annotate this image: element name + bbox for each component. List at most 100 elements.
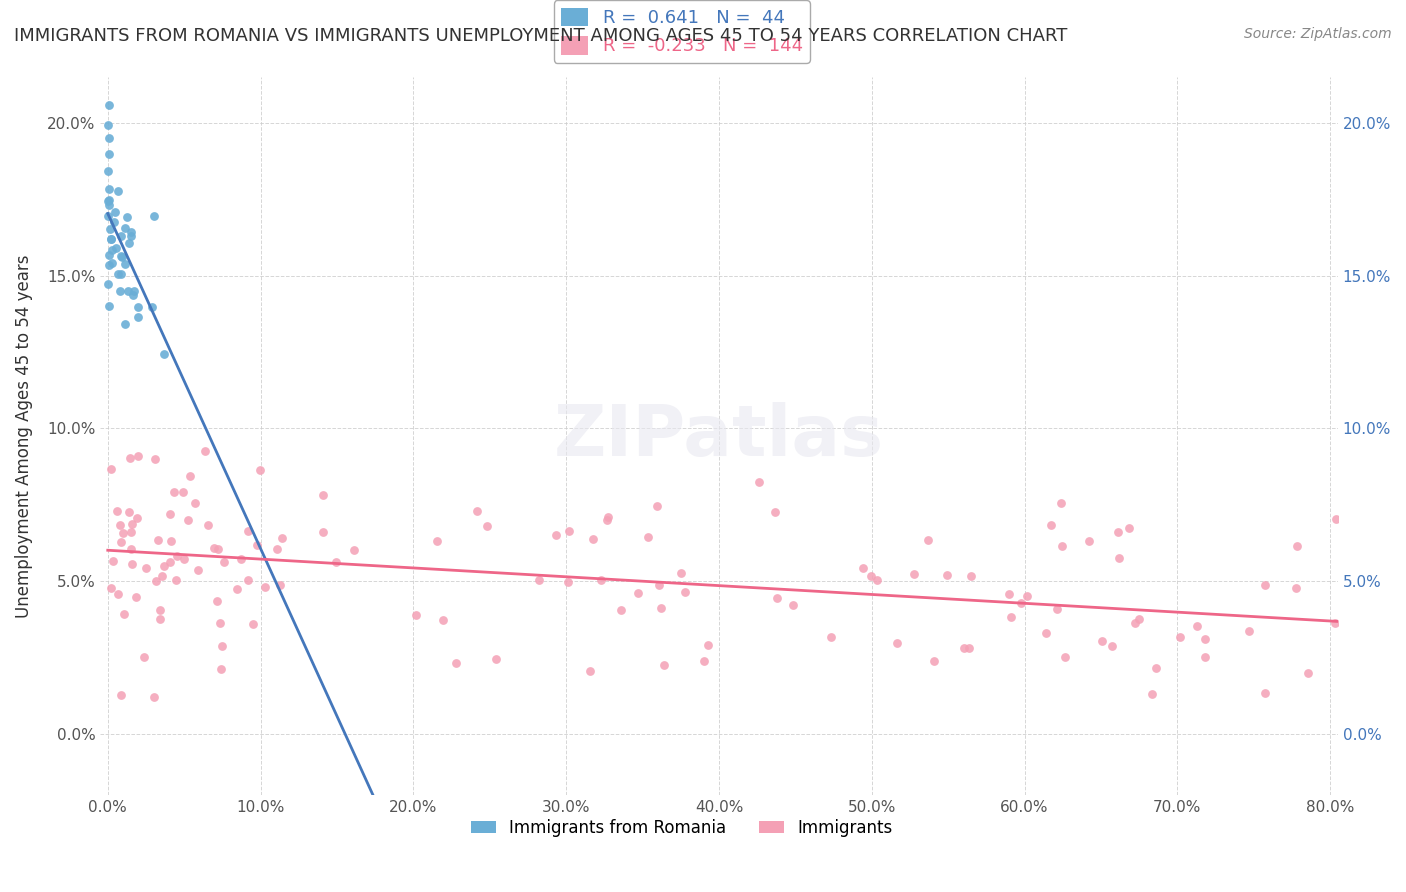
- Point: [97, 209, 120, 223]
- Point: [211, 639, 233, 653]
- Point: [696, 639, 718, 653]
- Point: [1347, 618, 1369, 632]
- Point: [197, 517, 219, 532]
- Point: [343, 542, 366, 557]
- Point: [886, 636, 908, 650]
- Point: [110, 284, 132, 298]
- Point: [1365, 676, 1388, 690]
- Point: [1254, 577, 1277, 591]
- Point: [637, 530, 659, 544]
- Point: [120, 225, 142, 239]
- Point: [1046, 602, 1069, 616]
- Point: [105, 241, 128, 255]
- Point: [1144, 661, 1167, 675]
- Point: [648, 577, 671, 591]
- Point: [127, 310, 149, 324]
- Point: [110, 689, 132, 703]
- Point: [120, 542, 142, 557]
- Point: [104, 205, 127, 219]
- Text: ZIPatlas: ZIPatlas: [554, 401, 884, 471]
- Point: [645, 500, 668, 514]
- Point: [141, 300, 163, 314]
- Point: [1324, 512, 1347, 526]
- Point: [145, 574, 167, 588]
- Point: [936, 567, 959, 582]
- Point: [107, 185, 129, 199]
- Point: [1168, 630, 1191, 644]
- Point: [100, 232, 122, 246]
- Point: [598, 509, 620, 524]
- Point: [669, 566, 692, 581]
- Point: [98, 131, 121, 145]
- Point: [236, 574, 259, 588]
- Point: [311, 525, 333, 540]
- Point: [98, 193, 121, 207]
- Point: [110, 249, 132, 263]
- Point: [101, 255, 124, 269]
- Point: [148, 603, 170, 617]
- Point: [1285, 582, 1308, 596]
- Point: [127, 449, 149, 463]
- Point: [444, 656, 467, 670]
- Point: [254, 581, 277, 595]
- Point: [142, 209, 165, 223]
- Point: [172, 485, 194, 500]
- Point: [544, 527, 567, 541]
- Point: [209, 616, 232, 631]
- Point: [1078, 534, 1101, 549]
- Point: [529, 573, 551, 587]
- Point: [765, 591, 787, 605]
- Point: [405, 607, 427, 622]
- Point: [236, 524, 259, 538]
- Point: [1108, 550, 1130, 565]
- Point: [98, 98, 121, 112]
- Point: [110, 535, 132, 549]
- Point: [269, 578, 291, 592]
- Point: [312, 488, 335, 502]
- Point: [1194, 650, 1216, 665]
- Point: [98, 146, 121, 161]
- Point: [125, 511, 148, 525]
- Point: [202, 541, 225, 555]
- Point: [1194, 632, 1216, 646]
- Point: [271, 531, 294, 545]
- Point: [1035, 626, 1057, 640]
- Point: [114, 317, 136, 331]
- Point: [1107, 524, 1129, 539]
- Point: [173, 552, 195, 566]
- Point: [1323, 615, 1346, 630]
- Point: [917, 533, 939, 547]
- Point: [165, 573, 187, 587]
- Point: [98, 299, 121, 313]
- Point: [673, 585, 696, 599]
- Point: [627, 586, 650, 600]
- Point: [852, 561, 875, 575]
- Point: [97, 277, 120, 291]
- Point: [134, 649, 156, 664]
- Point: [1050, 495, 1073, 509]
- Point: [120, 524, 142, 539]
- Point: [1040, 517, 1063, 532]
- Text: IMMIGRANTS FROM ROMANIA VS IMMIGRANTS UNEMPLOYMENT AMONG AGES 45 TO 54 YEARS COR: IMMIGRANTS FROM ROMANIA VS IMMIGRANTS UN…: [14, 27, 1067, 45]
- Point: [1140, 687, 1163, 701]
- Point: [122, 288, 145, 302]
- Point: [432, 613, 454, 627]
- Point: [120, 450, 142, 465]
- Point: [903, 567, 925, 582]
- Point: [748, 475, 770, 489]
- Point: [149, 612, 172, 626]
- Point: [231, 551, 253, 566]
- Point: [142, 690, 165, 704]
- Point: [650, 601, 672, 615]
- Point: [153, 347, 176, 361]
- Point: [97, 258, 120, 272]
- Point: [1128, 612, 1150, 626]
- Point: [242, 616, 264, 631]
- Point: [266, 542, 288, 557]
- Point: [1017, 589, 1039, 603]
- Point: [100, 581, 122, 595]
- Point: [205, 594, 228, 608]
- Point: [98, 198, 121, 212]
- Point: [118, 505, 141, 519]
- Point: [1123, 615, 1146, 630]
